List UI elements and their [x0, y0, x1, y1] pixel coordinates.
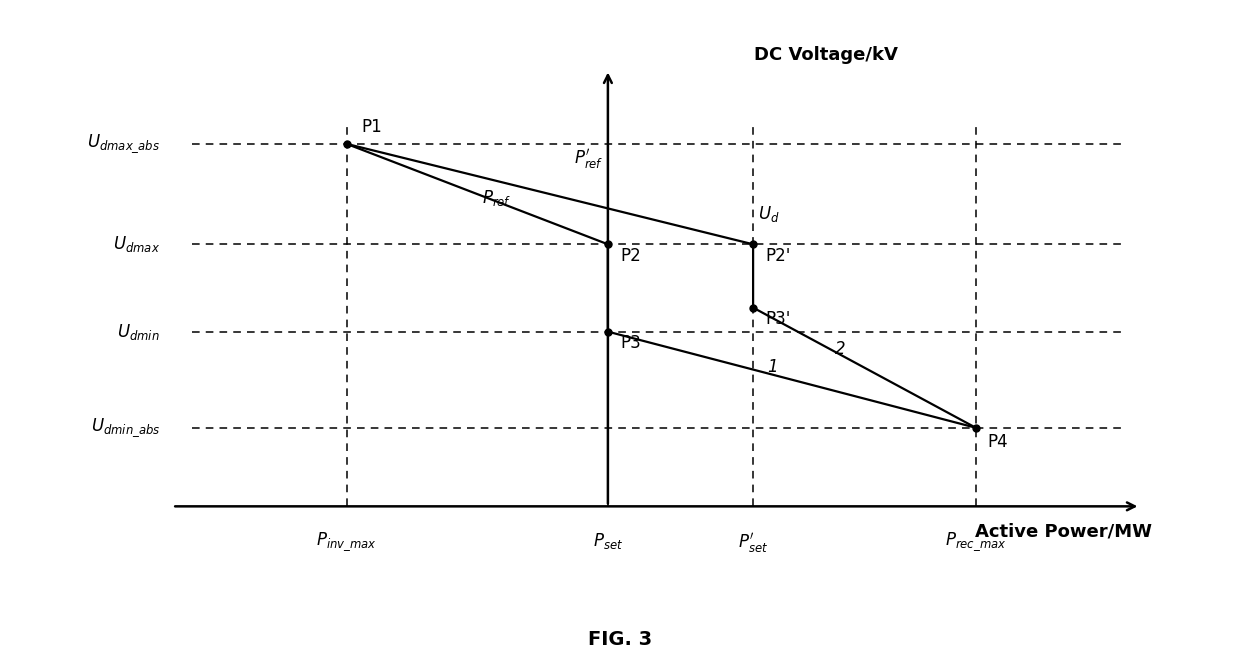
Text: $U_{dmin}$: $U_{dmin}$	[118, 322, 160, 342]
Text: $U_{dmax\_abs}$: $U_{dmax\_abs}$	[87, 132, 160, 155]
Text: FIG. 3: FIG. 3	[588, 630, 652, 649]
Text: P3: P3	[620, 334, 641, 352]
Text: $U_{dmax}$: $U_{dmax}$	[113, 234, 160, 254]
Text: P2: P2	[620, 247, 641, 265]
Text: $P_{rec\_max}$: $P_{rec\_max}$	[945, 531, 1007, 553]
Text: P3': P3'	[765, 310, 791, 328]
Text: P2': P2'	[765, 247, 791, 265]
Text: $P_{set}$: $P_{set}$	[593, 531, 622, 551]
Text: $P_{ref}'$: $P_{ref}'$	[574, 147, 604, 171]
Text: P4: P4	[988, 433, 1008, 451]
Text: 1: 1	[768, 357, 777, 375]
Text: $U_d$: $U_d$	[758, 204, 780, 224]
Text: $U_{dmin\_abs}$: $U_{dmin\_abs}$	[91, 416, 160, 439]
Text: 2: 2	[835, 340, 846, 358]
Text: $P_{set}'$: $P_{set}'$	[738, 531, 769, 555]
Text: Active Power/MW: Active Power/MW	[976, 523, 1152, 541]
Text: $P_{ref}$: $P_{ref}$	[482, 189, 511, 209]
Text: $P_{inv\_max}$: $P_{inv\_max}$	[316, 531, 377, 553]
Text: DC Voltage/kV: DC Voltage/kV	[754, 46, 898, 64]
Text: P1: P1	[361, 118, 382, 136]
